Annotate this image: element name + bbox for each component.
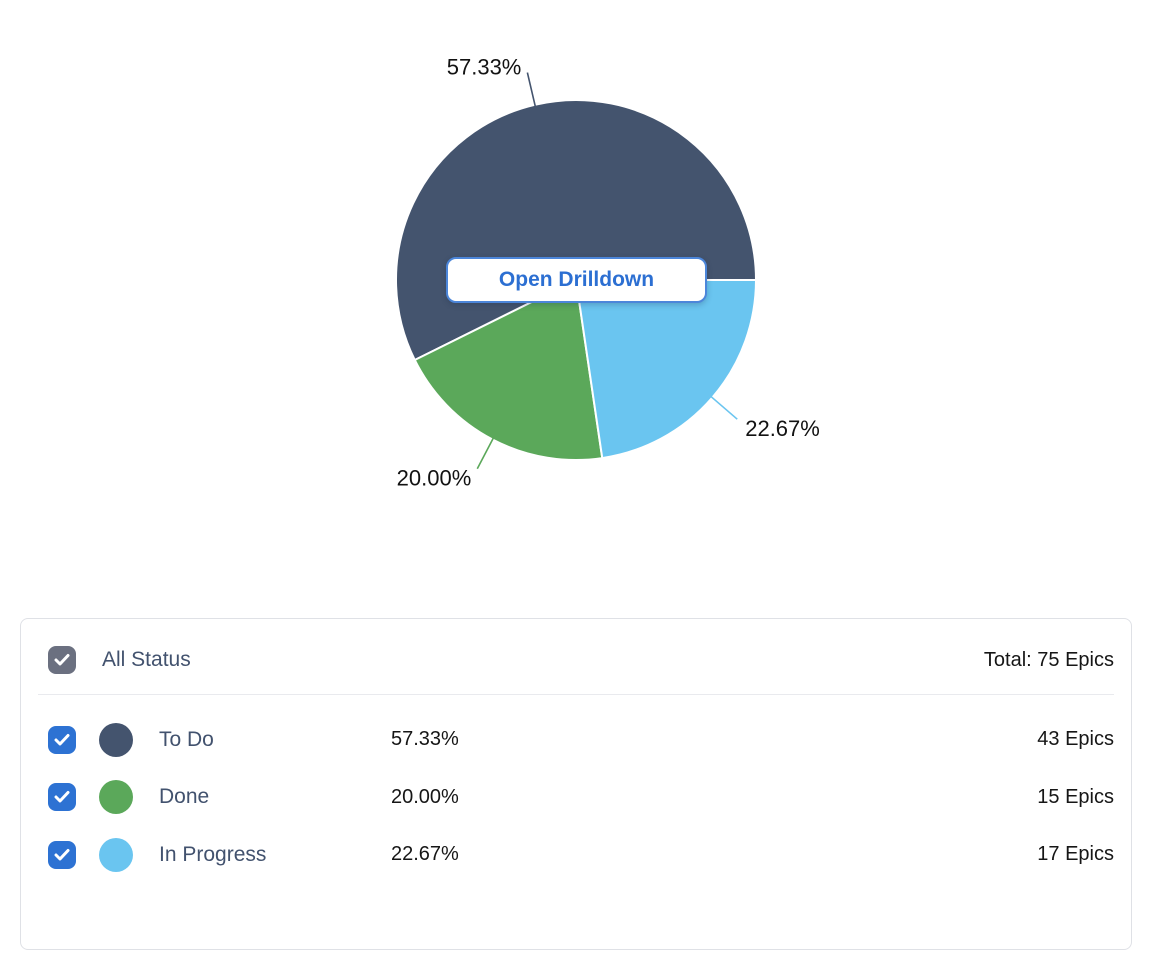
all-status-checkbox[interactable] <box>48 646 76 674</box>
done-epics-count: 15 Epics <box>1037 785 1114 808</box>
in-progress-epics-count: 17 Epics <box>1037 843 1114 866</box>
all-status-label: All Status <box>102 648 191 671</box>
to-do-checkbox[interactable] <box>48 725 76 754</box>
pie-label-leader-to-do <box>526 72 537 107</box>
legend-row-in-progress: In Progress 22.67% 17 Epics <box>21 826 1131 884</box>
in-progress-percent: 22.67% <box>391 843 459 866</box>
checkmark-icon <box>54 654 70 666</box>
legend-rows: To Do 57.33% 43 Epics Done 20.00% 15 Epi… <box>21 695 1131 884</box>
checkmark-icon <box>54 733 70 746</box>
in-progress-checkbox[interactable] <box>48 840 76 869</box>
to-do-color-dot <box>99 722 133 757</box>
legend-header-row: All Status Total: 75 Epics <box>21 619 1131 694</box>
total-epics-label: Total: 75 Epics <box>983 648 1114 671</box>
done-percent: 20.00% <box>391 785 459 808</box>
pie-slice-percent-label-done: 20.00% <box>397 466 472 491</box>
pie-label-leader-in-progress <box>710 395 738 420</box>
checkmark-icon <box>54 848 70 861</box>
legend-card: All Status Total: 75 Epics To Do 57.33% … <box>20 618 1132 950</box>
legend-row-to-do: To Do 57.33% 43 Epics <box>21 711 1131 769</box>
done-checkbox[interactable] <box>48 783 76 812</box>
open-drilldown-button[interactable]: Open Drilldown <box>446 257 707 303</box>
legend-divider <box>38 694 1114 695</box>
in-progress-color-dot <box>99 837 133 872</box>
pie-slice-percent-label-in-progress: 22.67% <box>745 416 820 441</box>
pie-slice-in-progress[interactable] <box>575 279 757 460</box>
pie-slice-percent-label-to-do: 57.33% <box>447 55 522 80</box>
done-label: Done <box>159 785 210 809</box>
to-do-epics-count: 43 Epics <box>1037 728 1114 751</box>
legend-row-done: Done 20.00% 15 Epics <box>21 769 1131 827</box>
pie-label-leader-done <box>476 437 495 470</box>
done-color-dot <box>99 780 133 815</box>
to-do-label: To Do <box>159 727 214 751</box>
pie-chart-area: 57.33% 20.00% 22.67% Open Drilldown <box>395 55 820 491</box>
in-progress-label: In Progress <box>159 842 267 866</box>
to-do-percent: 57.33% <box>391 728 459 751</box>
checkmark-icon <box>54 791 70 803</box>
